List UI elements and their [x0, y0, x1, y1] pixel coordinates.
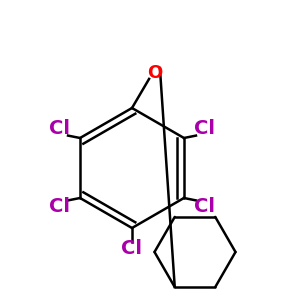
Text: Cl: Cl — [194, 197, 215, 217]
Text: Cl: Cl — [49, 119, 70, 139]
Text: Cl: Cl — [49, 197, 70, 217]
Text: Cl: Cl — [122, 239, 142, 258]
Text: Cl: Cl — [194, 119, 215, 139]
Text: O: O — [147, 64, 162, 82]
